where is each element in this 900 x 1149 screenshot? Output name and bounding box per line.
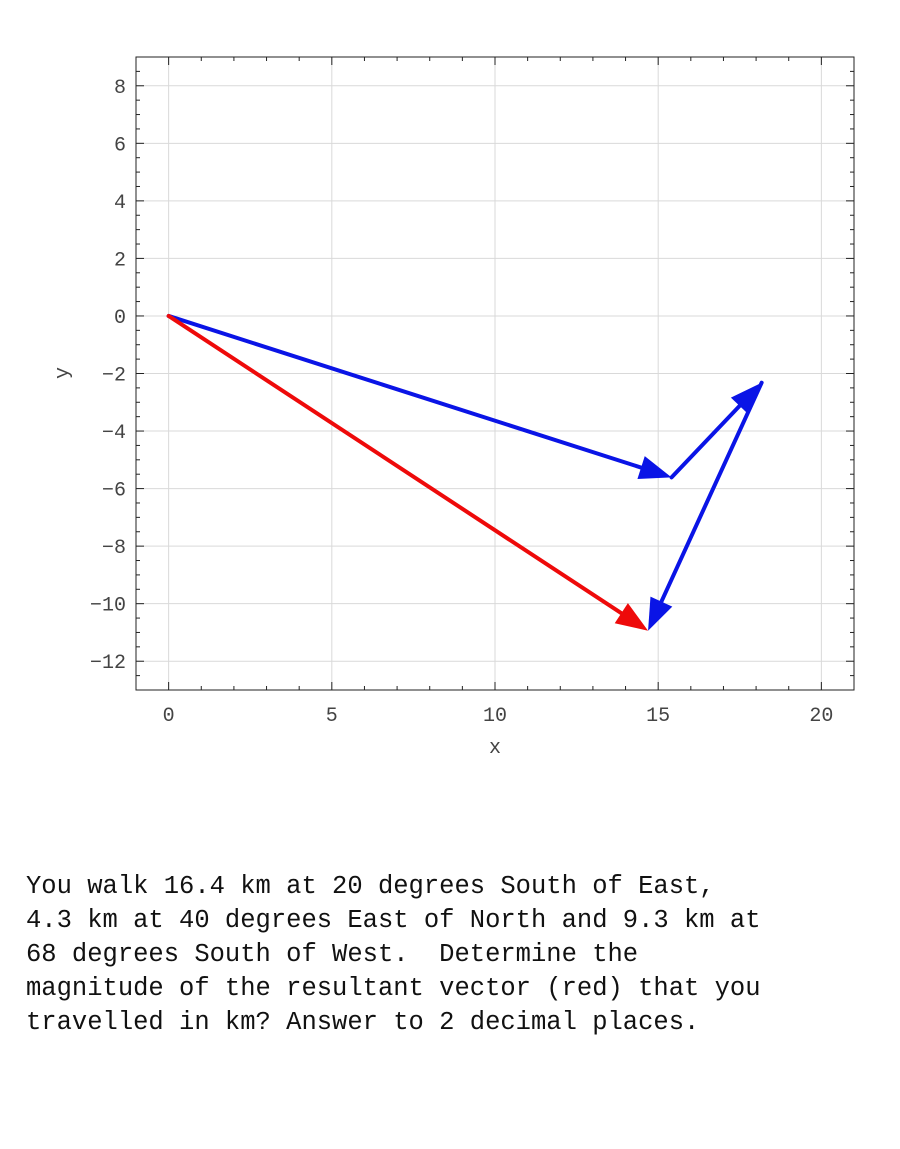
y-axis-label: y xyxy=(52,367,75,379)
x-tick-label: 0 xyxy=(163,705,175,728)
y-tick-label: −10 xyxy=(90,595,126,618)
question-text: You walk 16.4 km at 20 degrees South of … xyxy=(26,872,761,1037)
major-ticks xyxy=(136,57,854,690)
vector-arrowhead-3 xyxy=(648,596,673,631)
grid-lines xyxy=(136,57,854,690)
vectors-layer xyxy=(166,313,764,631)
y-tick-label: 0 xyxy=(114,307,126,330)
y-tick-label: −6 xyxy=(102,480,126,503)
y-tick-label: −12 xyxy=(90,652,126,675)
vector-arrowhead-4 xyxy=(614,603,649,631)
y-tick-labels: 8 6 4 2 0 −2 −4 −6 −8 −10 −12 xyxy=(90,77,126,675)
vector-shaft-2 xyxy=(669,394,751,480)
y-tick-label: −2 xyxy=(102,365,126,388)
y-tick-label: −8 xyxy=(102,537,126,560)
x-tick-label: 20 xyxy=(809,705,833,728)
vector-shaft-3 xyxy=(654,380,764,616)
x-tick-label: 10 xyxy=(483,705,507,728)
y-tick-label: −4 xyxy=(102,422,126,445)
vector-shaft-4 xyxy=(166,313,635,623)
y-tick-label: 8 xyxy=(114,77,126,100)
vector-arrowhead-2 xyxy=(730,382,762,415)
vector-arrowhead-1 xyxy=(637,456,672,480)
x-tick-label: 15 xyxy=(646,705,670,728)
x-tick-label: 5 xyxy=(326,705,338,728)
y-tick-label: 6 xyxy=(114,134,126,157)
vector-shaft-1 xyxy=(166,313,656,474)
plot-frame xyxy=(135,56,855,691)
y-tick-label: 4 xyxy=(114,192,126,215)
x-axis-label: x xyxy=(489,737,501,760)
y-tick-label: 2 xyxy=(114,249,126,272)
x-tick-labels: 0 5 10 15 20 xyxy=(163,705,834,728)
